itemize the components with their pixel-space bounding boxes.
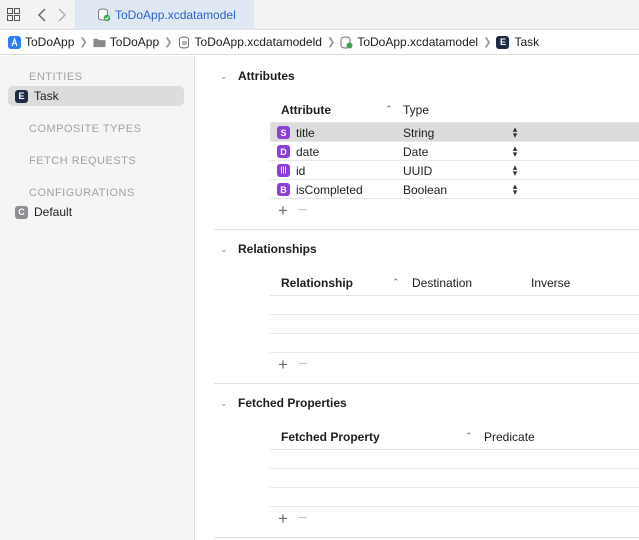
attribute-type[interactable]: UUID <box>403 164 433 178</box>
breadcrumb-item-bundle[interactable]: ToDoApp.xcdatamodeld <box>178 35 322 49</box>
attribute-name[interactable]: id <box>296 164 306 178</box>
attributes-section-title: Attributes <box>238 69 295 83</box>
sidebar-item-default[interactable]: C Default <box>8 202 184 222</box>
popup-arrows-icon[interactable]: ▴ ▾ <box>512 143 518 159</box>
breadcrumb-label: Task <box>514 35 540 49</box>
chevron-down-icon[interactable]: ⌄ <box>220 244 228 254</box>
chevron-right-icon: ❯ <box>483 36 492 48</box>
remove-relationship-button[interactable]: − <box>297 356 308 373</box>
date-type-icon: D <box>277 145 290 158</box>
relationships-table-header: Relationship ⌃ Destination Inverse <box>270 268 639 296</box>
composite-types-header: COMPOSITE TYPES <box>29 123 142 135</box>
datamodel-icon <box>98 8 111 22</box>
chevron-right-icon: ❯ <box>326 36 336 48</box>
popup-arrows-icon[interactable]: ▴ ▾ <box>512 162 518 178</box>
fetched-properties-table: Fetched Property ⌃ Predicate <box>270 422 639 507</box>
fetch-requests-header: FETCH REQUESTS <box>29 155 137 167</box>
attribute-name[interactable]: isCompleted <box>296 183 363 197</box>
breadcrumb-item-entity[interactable]: E Task <box>496 35 539 49</box>
chevron-right-icon: ❯ <box>164 36 173 48</box>
remove-fetched-property-button[interactable]: − <box>297 510 308 527</box>
folder-icon <box>93 38 106 47</box>
column-header-relationship[interactable]: Relationship <box>281 276 354 290</box>
sidebar-item-label: Task <box>34 89 59 103</box>
add-relationship-button[interactable]: + <box>278 355 288 374</box>
empty-row <box>270 469 639 488</box>
column-header-destination[interactable]: Destination <box>412 276 473 290</box>
attribute-name[interactable]: date <box>296 145 320 159</box>
fetched-properties-section-title: Fetched Properties <box>238 396 347 410</box>
datamodel-bundle-icon <box>178 36 189 48</box>
grid-icon[interactable] <box>7 8 20 21</box>
entity-sidebar: ENTITIES E Task COMPOSITE TYPES FETCH RE… <box>0 56 195 540</box>
column-header-type[interactable]: Type <box>403 103 430 117</box>
datamodel-icon <box>340 36 353 48</box>
attribute-type[interactable]: Boolean <box>403 183 448 197</box>
column-header-predicate[interactable]: Predicate <box>484 430 535 444</box>
app-icon <box>8 35 21 49</box>
breadcrumb-label: ToDoApp <box>25 35 75 49</box>
sort-ascending-icon: ⌃ <box>385 104 393 114</box>
attribute-row[interactable]: D date Date ▴ ▾ <box>270 142 639 161</box>
boolean-type-icon: B <box>277 183 290 196</box>
configurations-header: CONFIGURATIONS <box>29 187 135 199</box>
attributes-table: Attribute ⌃ Type S title String ▴ ▾ D dat… <box>270 95 639 199</box>
sidebar-item-label: Default <box>34 205 73 219</box>
sidebar-item-task[interactable]: E Task <box>8 86 184 106</box>
chevron-right-icon: ❯ <box>79 36 88 48</box>
empty-row <box>270 488 639 507</box>
breadcrumb: ToDoApp ❯ ToDoApp ❯ ToDoApp.xcdatamodeld… <box>0 30 639 55</box>
popup-arrows-icon[interactable]: ▴ ▾ <box>512 181 518 197</box>
relationships-table: Relationship ⌃ Destination Inverse <box>270 268 639 353</box>
relationships-section-title: Relationships <box>238 242 317 256</box>
section-divider <box>214 383 639 384</box>
empty-row <box>270 450 639 469</box>
back-icon[interactable] <box>35 6 49 24</box>
chevron-down-icon[interactable]: ⌄ <box>220 398 228 408</box>
breadcrumb-item-project[interactable]: ToDoApp <box>8 35 74 49</box>
attribute-row[interactable]: ||| id UUID ▴ ▾ <box>270 161 639 180</box>
column-header-fetched-property[interactable]: Fetched Property <box>281 430 380 444</box>
popup-arrows-icon[interactable]: ▴ ▾ <box>512 124 518 140</box>
empty-row <box>270 315 639 334</box>
section-divider <box>214 229 639 230</box>
remove-attribute-button[interactable]: − <box>297 202 308 219</box>
breadcrumb-label: ToDoApp.xcdatamodeld <box>194 35 322 49</box>
sort-ascending-icon: ⌃ <box>465 431 473 441</box>
section-divider <box>214 537 639 538</box>
attributes-add-remove: + − <box>278 201 308 220</box>
attributes-table-header: Attribute ⌃ Type <box>270 95 639 123</box>
relationships-add-remove: + − <box>278 355 308 374</box>
string-type-icon: S <box>277 126 290 139</box>
tab-bar: ToDoApp.xcdatamodel <box>0 0 639 30</box>
empty-row <box>270 296 639 315</box>
uuid-type-icon: ||| <box>277 164 290 177</box>
add-attribute-button[interactable]: + <box>278 201 288 220</box>
attribute-name[interactable]: title <box>296 126 315 140</box>
entity-icon: E <box>15 89 28 103</box>
empty-row <box>270 334 639 353</box>
fetched-properties-table-header: Fetched Property ⌃ Predicate <box>270 422 639 450</box>
entity-editor: ⌄ Attributes Attribute ⌃ Type S title St… <box>196 56 639 540</box>
attribute-type[interactable]: String <box>403 126 435 140</box>
chevron-down-icon[interactable]: ⌄ <box>220 71 228 81</box>
fetched-properties-add-remove: + − <box>278 509 308 528</box>
breadcrumb-item-folder[interactable]: ToDoApp <box>93 35 159 49</box>
attribute-type[interactable]: Date <box>403 145 429 159</box>
breadcrumb-item-model[interactable]: ToDoApp.xcdatamodel <box>340 35 478 49</box>
column-header-attribute[interactable]: Attribute <box>281 103 331 117</box>
entity-icon: E <box>496 35 510 49</box>
breadcrumb-label: ToDoApp <box>109 35 160 49</box>
breadcrumb-label: ToDoApp.xcdatamodel <box>357 35 479 49</box>
tab-label: ToDoApp.xcdatamodel <box>115 8 236 22</box>
column-header-inverse[interactable]: Inverse <box>531 276 571 290</box>
attribute-row[interactable]: S title String ▴ ▾ <box>270 123 639 142</box>
forward-icon[interactable] <box>55 6 69 24</box>
sort-ascending-icon: ⌃ <box>392 277 400 287</box>
attribute-row[interactable]: B isCompleted Boolean ▴ ▾ <box>270 180 639 199</box>
add-fetched-property-button[interactable]: + <box>278 509 288 528</box>
configuration-icon: C <box>15 205 28 219</box>
entities-header: ENTITIES <box>29 71 83 83</box>
editor-tab[interactable]: ToDoApp.xcdatamodel <box>75 0 254 30</box>
